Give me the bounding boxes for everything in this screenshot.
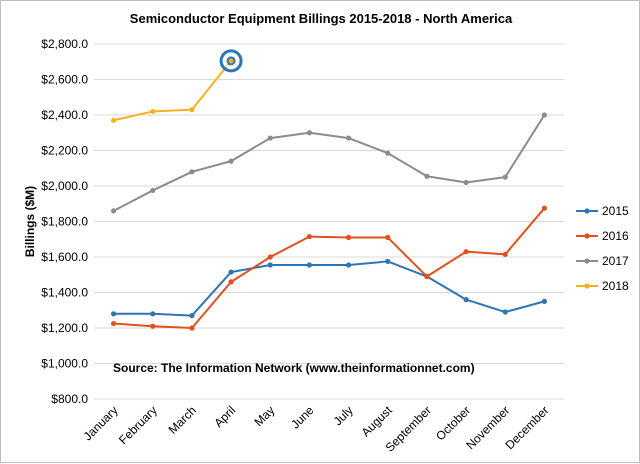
- highlight-marker: [219, 49, 243, 73]
- y-axis-ticks: $800.0 $1,000.0 $1,200.0 $1,400.0 $1,600.0 $1…: [41, 37, 88, 406]
- highlight-center: [228, 58, 234, 64]
- legend-label: 2018: [602, 279, 629, 293]
- data-point: [189, 325, 195, 331]
- data-point: [267, 262, 273, 268]
- x-tick-label: May: [251, 403, 277, 429]
- legend-marker: [584, 283, 590, 289]
- y-tick-label: $1,200.0: [41, 321, 88, 335]
- y-axis-label: Billings ($M): [23, 186, 37, 257]
- data-point: [110, 117, 117, 123]
- data-point: [541, 112, 548, 118]
- data-point: [267, 254, 273, 260]
- y-tick-label: $2,000.0: [41, 179, 88, 193]
- data-point: [306, 233, 313, 240]
- legend-item-2017: 2017: [576, 254, 629, 268]
- data-point: [110, 208, 117, 214]
- x-tick-label: August: [359, 403, 396, 440]
- series-line: [113, 260, 545, 317]
- data-point: [189, 312, 195, 319]
- data-point: [228, 279, 234, 285]
- series-line: [113, 114, 546, 212]
- legend-label: 2016: [602, 229, 629, 243]
- x-tick-label: July: [331, 403, 356, 428]
- x-tick-label: January: [81, 403, 121, 443]
- series-lines: [110, 58, 548, 331]
- legend-label: 2015: [602, 204, 629, 218]
- legend-item-2018: 2018: [576, 279, 629, 293]
- series-2015: [110, 258, 548, 319]
- y-tick-label: $2,800.0: [41, 37, 88, 51]
- legend-label: 2017: [602, 254, 629, 268]
- highlight-ring-inner: [223, 52, 240, 69]
- y-tick-label: $2,400.0: [41, 108, 88, 122]
- data-point: [110, 311, 117, 317]
- legend: 2015 2016 2017 2018: [576, 204, 629, 293]
- data-point: [463, 179, 469, 186]
- data-point: [150, 187, 156, 194]
- data-point: [463, 297, 469, 303]
- y-tick-label: $1,800.0: [41, 215, 88, 229]
- legend-marker: [584, 208, 590, 214]
- source-annotation: Source: The Information Network (www.the…: [113, 361, 475, 375]
- series-2017: [110, 112, 548, 214]
- gridlines: [94, 43, 564, 400]
- y-tick-label: $1,600.0: [41, 250, 88, 264]
- data-point: [345, 234, 352, 241]
- data-point: [385, 258, 391, 265]
- data-point: [150, 311, 156, 317]
- data-point: [463, 249, 469, 255]
- data-point: [150, 323, 156, 329]
- x-tick-label: February: [116, 403, 160, 447]
- data-point: [541, 298, 548, 304]
- data-point: [345, 262, 352, 268]
- data-point: [502, 251, 508, 257]
- chart-title: Semiconductor Equipment Billings 2015-20…: [130, 11, 513, 26]
- y-tick-label: $800.0: [51, 392, 88, 406]
- series-2018: [110, 58, 234, 123]
- y-tick-label: $1,400.0: [41, 286, 88, 300]
- data-point: [502, 309, 508, 315]
- data-point: [228, 158, 234, 164]
- y-tick-label: $1,000.0: [41, 357, 88, 371]
- data-point: [424, 273, 430, 280]
- y-tick-label: $2,600.0: [41, 73, 88, 87]
- data-point: [150, 108, 156, 115]
- data-point: [306, 130, 313, 136]
- data-point: [189, 107, 195, 113]
- series-line: [113, 60, 232, 122]
- y-tick-label: $2,200.0: [41, 144, 88, 158]
- series-2016: [110, 205, 548, 331]
- legend-marker: [584, 258, 590, 264]
- data-point: [385, 150, 391, 156]
- x-tick-label: June: [288, 403, 317, 432]
- data-point: [267, 135, 273, 141]
- x-tick-label: December: [502, 403, 551, 452]
- data-point: [541, 205, 548, 211]
- legend-item-2016: 2016: [576, 229, 629, 243]
- highlight-ring-outer: [219, 49, 243, 73]
- data-point: [306, 262, 313, 268]
- data-point: [385, 234, 391, 241]
- series-line: [113, 207, 546, 329]
- data-point: [228, 269, 234, 275]
- data-point: [345, 135, 352, 141]
- legend-item-2015: 2015: [576, 204, 629, 218]
- data-point: [189, 169, 195, 175]
- x-tick-label: March: [166, 403, 199, 436]
- data-point: [424, 173, 430, 179]
- x-tick-label: April: [211, 403, 238, 430]
- data-point: [110, 320, 117, 327]
- legend-marker: [584, 233, 590, 239]
- data-point: [502, 174, 508, 180]
